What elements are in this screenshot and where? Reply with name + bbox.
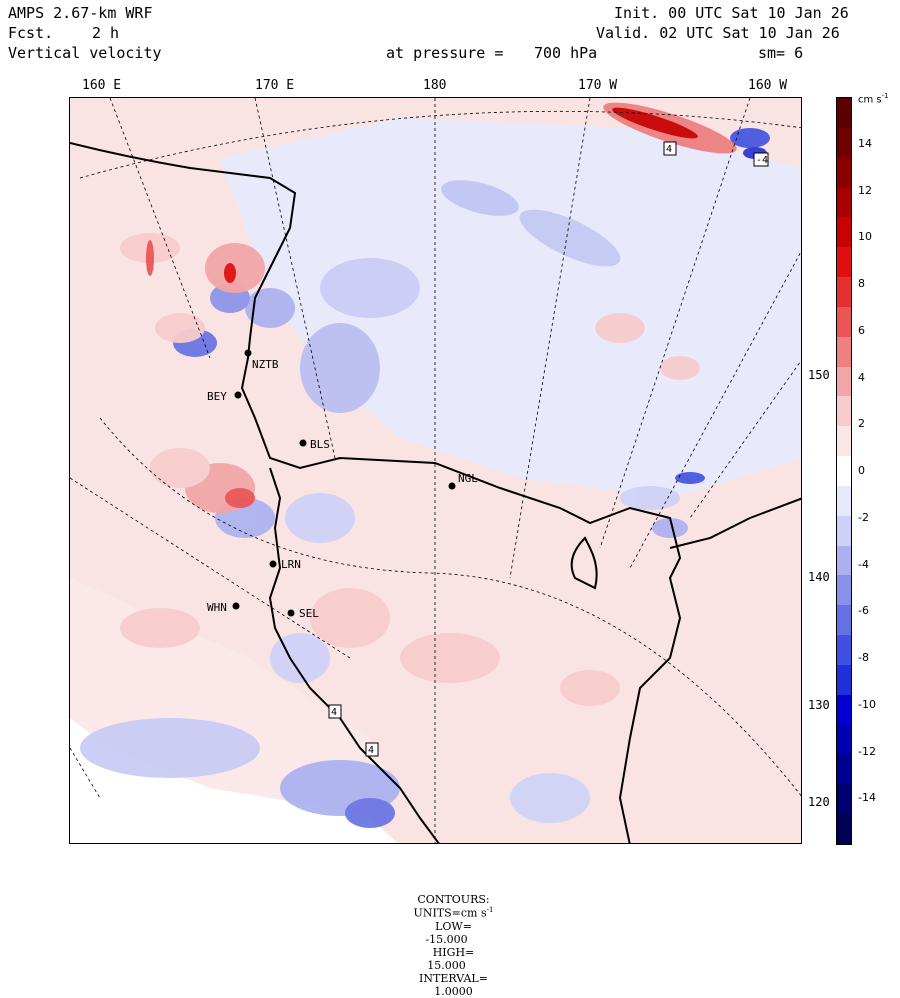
colorbar-cell [837,247,851,278]
init-time: Init. 00 UTC Sat 10 Jan 26 [614,4,849,22]
station-label-bey: BEY [207,390,227,403]
colorbar-cell [837,485,851,517]
colorbar-units-text: cm s [858,94,882,106]
colorbar-cell [837,336,851,368]
colorbar-tick-label: -2 [858,510,869,524]
station-marker-bey [234,391,242,399]
footer-low-value: -15.000 [425,932,468,946]
lon-label-160e: 160 E [82,78,122,93]
colorbar-tick-label: -12 [858,744,876,758]
station-marker-lrn [269,560,277,568]
colorbar-cell [837,217,851,248]
footer: CONTOURS: UNITS=cm s-1 LOW= -15.000 HIGH… [0,880,900,998]
footer-units-exp: -1 [486,906,494,914]
footer-interval-value: 1.0000 [434,984,473,998]
colorbar-cell [837,157,851,188]
colorbar-units: cm s-1 [858,92,889,105]
colorbar-cell [837,515,851,547]
colorbar-cell [837,545,851,576]
station-label-nztb: NZTB [252,358,279,371]
model-title: AMPS 2.67-km WRF [8,4,153,22]
footer-high-label: HIGH= [432,945,475,959]
colorbar-cell [837,814,851,845]
colorbar-tick-label: -6 [858,604,869,618]
footer-units: UNITS=cm s [413,906,487,920]
contour-labels: 4 -4 4 4 [328,141,769,757]
lat-label-140w: 140 W [808,570,845,584]
colorbar-tick-label: 0 [858,464,865,477]
station-label-bls: BLS [310,438,330,451]
colorbar-cell [837,127,851,159]
forecast-label: Fcst. [8,24,54,42]
colorbar-cell [837,366,851,397]
footer-low-label: LOW= [435,919,472,933]
contour-label-pos-1: 4 [666,144,672,155]
contour-label-neg-1: -4 [756,155,768,166]
colorbar-cell [837,635,851,666]
stations: NZTB BEY BLS NGL LRN WHN SEL [207,349,478,620]
colorbar-units-exp: -1 [881,92,889,100]
lat-label-150w: 150 W [808,368,845,382]
colorbar-cell [837,277,851,308]
colorbar-cell [837,754,851,785]
valid-time: Valid. 02 UTC Sat 10 Jan 26 [596,24,840,42]
lat-label-130w: 130 W [808,698,845,712]
colorbar-cell [837,694,851,726]
pressure-label: at pressure = [386,44,504,62]
colorbar-tick-label: 4 [858,370,865,384]
colorbar-tick-label: 10 [858,230,872,244]
colorbar-tick-label: 8 [858,277,865,290]
station-label-whn: WHN [207,601,227,614]
lon-label-170w: 170 W [578,78,618,93]
coastline [70,142,801,843]
map-panel: 4 -4 4 4 NZTB BEY BLS NGL LRN WHN SEL [69,97,802,844]
colorbar-cell [837,456,851,487]
footer-high-value: 15.000 [427,958,466,972]
station-marker-nztb [244,349,252,357]
contour-label-pos-3: 4 [368,745,374,756]
map-canvas: 4 -4 4 4 NZTB BEY BLS NGL LRN WHN SEL [70,98,801,843]
light-negative-region [220,118,801,498]
field-name: Vertical velocity [8,44,162,62]
station-marker-sel [287,609,295,617]
contour-label-pos-2: 4 [331,707,337,718]
colorbar-cell [837,306,851,338]
station-label-lrn: LRN [281,558,301,571]
colorbar-cell [837,187,851,218]
negative-patches [80,128,770,828]
colorbar-cell [837,98,851,129]
graticule [70,98,801,843]
colorbar-tick-label: -8 [858,651,869,664]
positive-patches [120,102,737,706]
colorbar-tick-label: -4 [858,557,869,571]
station-marker-ngl [448,482,456,490]
footer-interval-label: INTERVAL= [419,971,488,985]
station-marker-whn [232,602,240,610]
colorbar-tick-label: -10 [858,697,876,711]
colorbar-cell [837,605,851,636]
station-label-ngl: NGL [458,472,478,485]
pressure-value: 700 hPa [534,44,598,62]
colorbar-tick-label: -14 [858,791,876,805]
colorbar-tick-label: 6 [858,323,865,337]
lat-label-120w: 120 W [808,795,845,809]
colorbar-cell [837,575,851,606]
lon-label-180: 180 [423,78,447,93]
smoothing-label: sm= 6 [758,44,804,62]
colorbar-cell [837,724,851,755]
colorbar [836,97,852,845]
lon-label-160w: 160 W [748,78,788,93]
station-label-sel: SEL [299,607,319,620]
forecast-value: 2 h [92,24,120,42]
colorbar-cell [837,426,851,457]
colorbar-tick-label: 14 [858,136,872,150]
station-marker-bls [299,439,307,447]
colorbar-cell [837,664,851,696]
colorbar-tick-label: 2 [858,417,865,431]
colorbar-cell [837,784,851,815]
colorbar-cell [837,396,851,427]
colorbar-tick-label: 12 [858,183,872,197]
lon-label-170e: 170 E [255,78,295,93]
